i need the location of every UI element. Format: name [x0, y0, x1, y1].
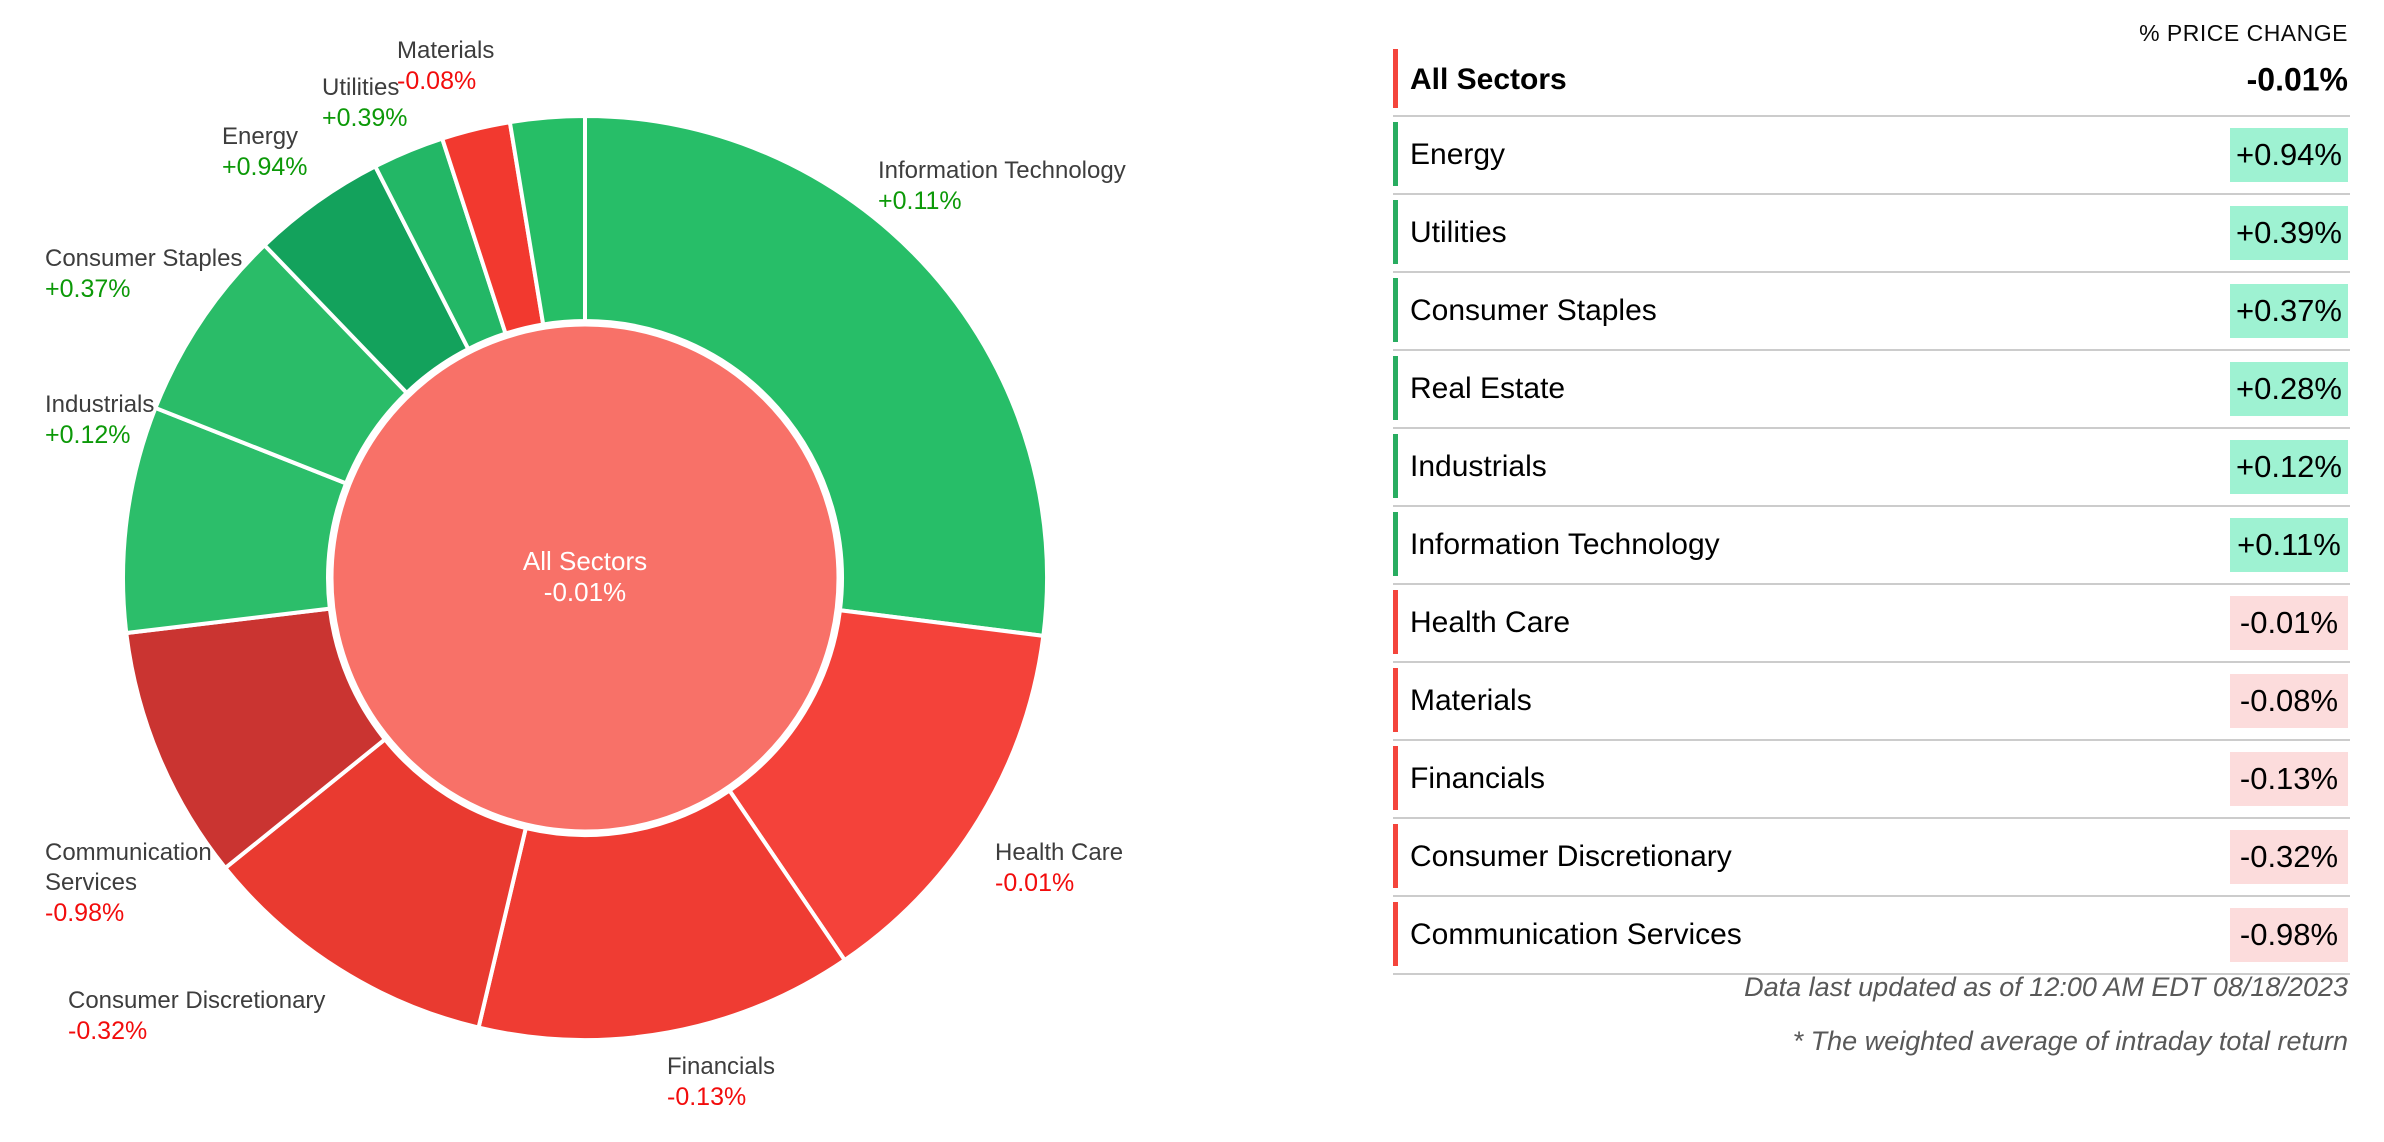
- chart-sector-change: -0.13%: [667, 1083, 747, 1111]
- chart-sector-change: -0.08%: [397, 67, 477, 95]
- row-change-badge: -0.08%: [2230, 674, 2348, 728]
- donut-chart: All Sectors -0.01% Information Technolog…: [0, 0, 1180, 1142]
- chart-sector-change: +0.37%: [45, 275, 131, 303]
- row-change-badge: +0.37%: [2230, 284, 2348, 338]
- row-sector-name: Materials: [1410, 684, 1532, 717]
- row-change-badge: -0.13%: [2230, 752, 2348, 806]
- row-sector-name: Health Care: [1410, 606, 1571, 639]
- row-change-badge: +0.11%: [2230, 518, 2348, 572]
- chart-label-energy: Energy +0.94%: [222, 122, 308, 182]
- chart-sector-change: +0.12%: [45, 421, 131, 449]
- chart-sector-name: Utilities: [322, 74, 400, 101]
- chart-sector-change: +0.11%: [878, 187, 962, 215]
- row-sector-name: Energy: [1410, 138, 1506, 171]
- table-row-utilities[interactable]: Utilities +0.39%: [1393, 195, 2350, 273]
- row-direction-bar: [1393, 668, 1398, 732]
- table-row-materials[interactable]: Materials -0.08%: [1393, 663, 2350, 741]
- chart-sector-name: Materials: [397, 37, 495, 64]
- table-row-communication-services[interactable]: Communication Services -0.98%: [1393, 897, 2350, 975]
- chart-sector-change: -0.32%: [68, 1017, 148, 1045]
- row-direction-bar: [1393, 746, 1398, 810]
- row-change-badge: +0.28%: [2230, 362, 2348, 416]
- row-direction-bar: [1393, 824, 1398, 888]
- row-sector-name: Utilities: [1410, 216, 1507, 249]
- row-change-badge: -0.98%: [2230, 908, 2348, 962]
- weighted-average-footnote: * The weighted average of intraday total…: [1792, 1026, 2348, 1056]
- wedge-real-estate[interactable]: [507, 113, 587, 327]
- sector-table: % PRICE CHANGE All Sectors -0.01% Energy…: [1393, 20, 2350, 1142]
- chart-label-utilities: Utilities +0.39%: [322, 73, 408, 133]
- row-sector-name: Communication Services: [1410, 918, 1742, 951]
- table-row-energy[interactable]: Energy +0.94%: [1393, 117, 2350, 195]
- chart-sector-name: Health Care: [995, 839, 1124, 866]
- row-sector-name: All Sectors: [1410, 62, 1567, 96]
- wedge-health-care[interactable]: [726, 607, 1046, 963]
- row-direction-bar: [1393, 49, 1398, 108]
- chart-sector-name: Energy: [222, 123, 299, 150]
- row-sector-name: Consumer Staples: [1410, 294, 1657, 327]
- center-sector-name: All Sectors: [522, 546, 648, 576]
- chart-label-financials: Financials -0.13%: [667, 1052, 775, 1112]
- row-direction-bar: [1393, 200, 1398, 264]
- chart-label-health-care: Health Care -0.01%: [995, 838, 1123, 898]
- donut-center-label: All Sectors -0.01%: [435, 546, 735, 608]
- table-row-consumer-staples[interactable]: Consumer Staples +0.37%: [1393, 273, 2350, 351]
- sector-table-rows: All Sectors -0.01% Energy +0.94% Utiliti…: [1393, 44, 2350, 975]
- row-direction-bar: [1393, 122, 1398, 186]
- row-change-badge: -0.01%: [2230, 596, 2348, 650]
- row-sector-name: Real Estate: [1410, 372, 1566, 405]
- table-row-all-sectors[interactable]: All Sectors -0.01%: [1393, 44, 2350, 117]
- row-direction-bar: [1393, 434, 1398, 498]
- row-change-badge: +0.39%: [2230, 206, 2348, 260]
- chart-label-consumer-discretionary: Consumer Discretionary -0.32%: [68, 986, 325, 1046]
- row-change-badge: -0.32%: [2230, 830, 2348, 884]
- wedge-consumer-discretionary[interactable]: [222, 736, 529, 1030]
- wedge-financials[interactable]: [476, 787, 848, 1042]
- chart-label-consumer-staples: Consumer Staples +0.37%: [45, 244, 242, 304]
- row-change-badge: -0.01%: [2246, 61, 2348, 97]
- data-updated-note: Data last updated as of 12:00 AM EDT 08/…: [1744, 972, 2348, 1002]
- row-direction-bar: [1393, 512, 1398, 576]
- chart-sector-change: -0.01%: [995, 869, 1075, 897]
- chart-sector-name: Communication Services: [45, 839, 212, 896]
- row-sector-name: Industrials: [1410, 450, 1547, 483]
- table-row-financials[interactable]: Financials -0.13%: [1393, 741, 2350, 819]
- row-change-badge: +0.94%: [2230, 128, 2348, 182]
- row-direction-bar: [1393, 590, 1398, 654]
- center-sector-value: -0.01%: [543, 577, 627, 607]
- chart-label-communication-services: Communication Services -0.98%: [45, 838, 230, 928]
- table-row-health-care[interactable]: Health Care -0.01%: [1393, 585, 2350, 663]
- row-sector-name: Information Technology: [1410, 528, 1720, 561]
- chart-sector-change: +0.39%: [322, 104, 408, 132]
- row-direction-bar: [1393, 278, 1398, 342]
- row-sector-name: Consumer Discretionary: [1410, 840, 1732, 873]
- chart-sector-change: +0.94%: [222, 153, 308, 181]
- row-change-badge: +0.12%: [2230, 440, 2348, 494]
- chart-sector-name: Financials: [667, 1053, 776, 1080]
- table-row-information-technology[interactable]: Information Technology +0.11%: [1393, 507, 2350, 585]
- table-row-consumer-discretionary[interactable]: Consumer Discretionary -0.32%: [1393, 819, 2350, 897]
- row-direction-bar: [1393, 356, 1398, 420]
- chart-sector-name: Information Technology: [878, 157, 1126, 184]
- chart-label-information-technology: Information Technology +0.11%: [878, 156, 1126, 216]
- table-row-industrials[interactable]: Industrials +0.12%: [1393, 429, 2350, 507]
- chart-sector-name: Industrials: [45, 391, 155, 418]
- table-row-real-estate[interactable]: Real Estate +0.28%: [1393, 351, 2350, 429]
- chart-sector-name: Consumer Staples: [45, 245, 243, 272]
- chart-sector-change: -0.98%: [45, 899, 125, 927]
- wedge-information-technology[interactable]: [583, 113, 1049, 639]
- chart-sector-name: Consumer Discretionary: [68, 987, 326, 1014]
- price-change-column-header: % PRICE CHANGE: [2139, 20, 2348, 46]
- donut-center-circle[interactable]: [330, 323, 840, 833]
- chart-label-industrials: Industrials +0.12%: [45, 390, 154, 450]
- row-direction-bar: [1393, 902, 1398, 966]
- donut-chart-svg: [121, 113, 1049, 1042]
- chart-label-materials: Materials -0.08%: [397, 36, 494, 96]
- row-sector-name: Financials: [1410, 762, 1546, 795]
